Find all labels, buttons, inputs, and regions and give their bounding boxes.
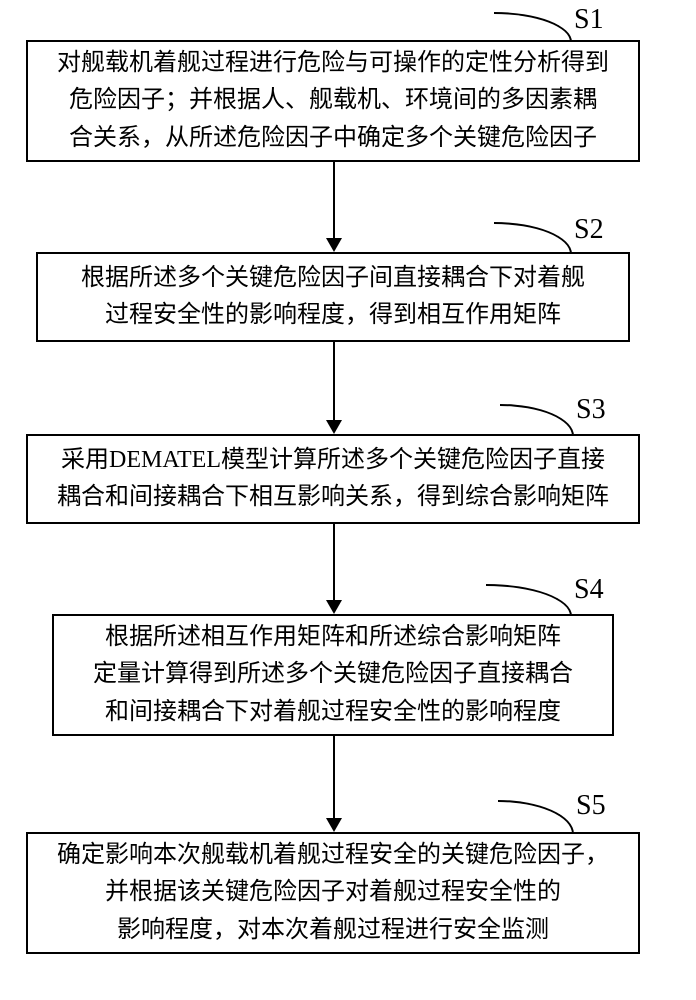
arrow-head-icon (326, 420, 342, 434)
flow-box-text: 对舰载机着舰过程进行危险与可操作的定性分析得到 危险因子；并根据人、舰载机、环境… (57, 45, 609, 157)
flow-box-text: 根据所述多个关键危险因子间直接耦合下对着舰 过程安全性的影响程度，得到相互作用矩… (81, 260, 585, 334)
step-label-s4: S4 (574, 574, 604, 606)
label-connector-s3 (500, 404, 574, 436)
arrow-line-4 (333, 736, 335, 818)
flow-box-s5: 确定影响本次舰载机着舰过程安全的关键危险因子， 并根据该关键危险因子对着舰过程安… (26, 832, 640, 954)
flow-box-s1: 对舰载机着舰过程进行危险与可操作的定性分析得到 危险因子；并根据人、舰载机、环境… (26, 40, 640, 162)
arrow-line-3 (333, 524, 335, 600)
label-connector-s4 (486, 584, 572, 616)
step-label-s3: S3 (576, 394, 606, 426)
arrow-head-icon (326, 818, 342, 832)
flow-box-s4: 根据所述相互作用矩阵和所述综合影响矩阵 定量计算得到所述多个关键危险因子直接耦合… (52, 614, 614, 736)
flow-box-text: 确定影响本次舰载机着舰过程安全的关键危险因子， 并根据该关键危险因子对着舰过程安… (57, 837, 609, 949)
arrow-line-1 (333, 162, 335, 238)
flow-box-s2: 根据所述多个关键危险因子间直接耦合下对着舰 过程安全性的影响程度，得到相互作用矩… (36, 252, 630, 342)
flow-box-s3: 采用DEMATEL模型计算所述多个关键危险因子直接 耦合和间接耦合下相互影响关系… (26, 434, 640, 524)
flow-box-text: 根据所述相互作用矩阵和所述综合影响矩阵 定量计算得到所述多个关键危险因子直接耦合… (93, 619, 573, 731)
label-connector-s1 (494, 12, 572, 42)
step-label-s2: S2 (574, 214, 604, 246)
arrow-head-icon (326, 238, 342, 252)
arrow-line-2 (333, 342, 335, 420)
flow-box-text: 采用DEMATEL模型计算所述多个关键危险因子直接 耦合和间接耦合下相互影响关系… (57, 442, 609, 516)
label-connector-s5 (498, 800, 574, 834)
arrow-head-icon (326, 600, 342, 614)
step-label-s1: S1 (574, 4, 604, 36)
step-label-s5: S5 (576, 790, 606, 822)
label-connector-s2 (494, 222, 572, 254)
